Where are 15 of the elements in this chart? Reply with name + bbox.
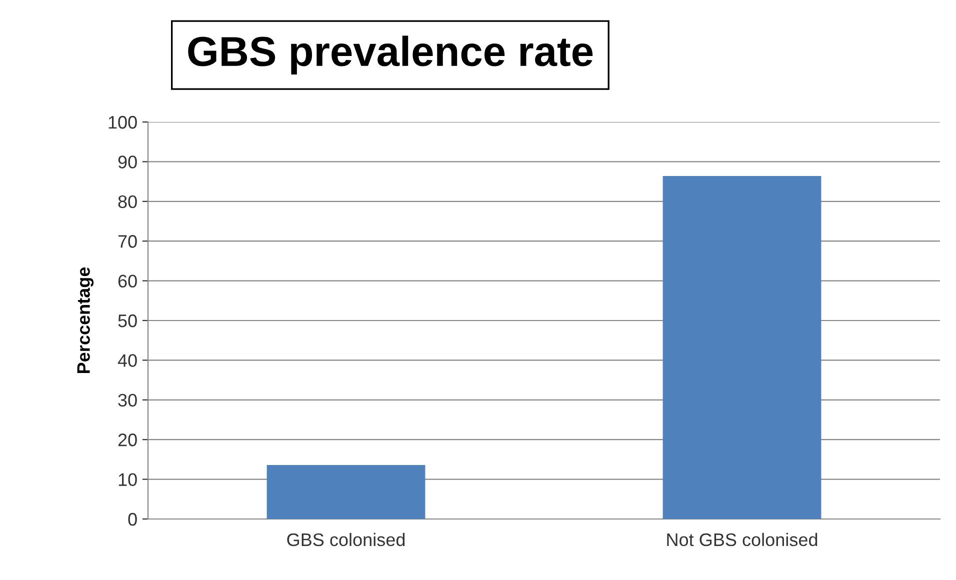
- y-tick-label: 0: [128, 512, 137, 526]
- y-tick-label: 30: [118, 394, 137, 407]
- y-tick-label: 10: [118, 473, 137, 486]
- chart-title: GBS prevalence rate: [188, 36, 593, 75]
- y-tick-label: 50: [118, 314, 137, 328]
- y-tick-label: 80: [118, 195, 137, 208]
- x-tick-label: Not GBS colonised: [667, 532, 818, 546]
- y-tick-label: 40: [118, 354, 137, 367]
- x-tick-label: GBS colonised: [287, 532, 405, 546]
- y-tick-label: 100: [108, 116, 137, 129]
- y-axis-title: Perccentage: [77, 267, 94, 373]
- y-tick-label: 60: [118, 274, 137, 288]
- y-tick-label: 90: [118, 156, 137, 168]
- y-tick-label: 20: [118, 434, 137, 446]
- y-tick-label: 70: [118, 235, 137, 248]
